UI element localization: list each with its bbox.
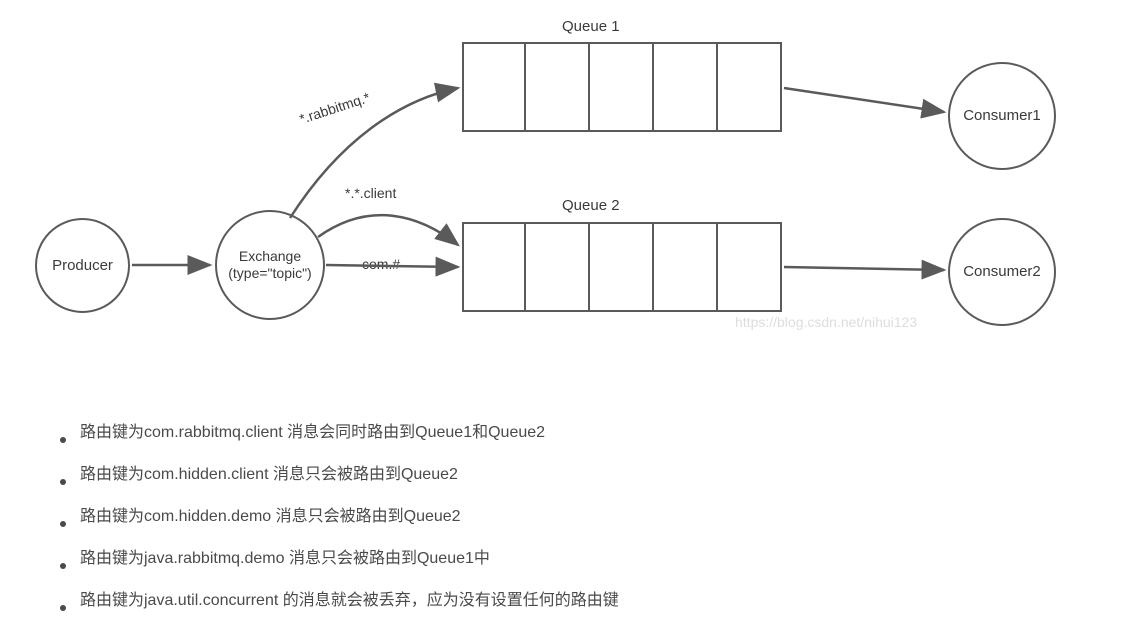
queue2-cell	[526, 222, 590, 312]
consumer2-node: Consumer2	[948, 218, 1056, 326]
queue1-box	[462, 42, 782, 132]
consumer1-node: Consumer1	[948, 62, 1056, 170]
list-item: 路由键为com.hidden.client 消息只会被路由到Queue2	[60, 460, 619, 484]
queue2-box	[462, 222, 782, 312]
list-item: 路由键为com.hidden.demo 消息只会被路由到Queue2	[60, 502, 619, 526]
queue2-cell	[462, 222, 526, 312]
queue1-label: Queue 1	[562, 18, 620, 35]
arrow-queue1-consumer1	[784, 88, 944, 112]
bullet-text: 路由键为com.hidden.client 消息只会被路由到Queue2	[80, 460, 458, 484]
queue1-cell	[590, 42, 654, 132]
routing-key-rabbitmq: *.rabbitmq.*	[297, 89, 372, 127]
queue2-cell	[718, 222, 782, 312]
producer-label: Producer	[52, 257, 113, 275]
queue2-cell	[654, 222, 718, 312]
queue2-cell	[590, 222, 654, 312]
topic-exchange-diagram: Producer Exchange (type="topic") Queue 1…	[0, 0, 1131, 400]
queue1-cell	[718, 42, 782, 132]
list-item: 路由键为java.rabbitmq.demo 消息只会被路由到Queue1中	[60, 544, 619, 568]
watermark-text: https://blog.csdn.net/nihui123	[735, 314, 917, 330]
bullet-text: 路由键为com.rabbitmq.client 消息会同时路由到Queue1和Q…	[80, 418, 545, 442]
queue1-cell	[654, 42, 718, 132]
bullet-text: 路由键为java.util.concurrent 的消息就会被丢弃，应为没有设置…	[80, 586, 619, 610]
queue1-cell	[462, 42, 526, 132]
exchange-label-line1: Exchange	[239, 248, 301, 265]
arrow-queue2-consumer2	[784, 267, 944, 270]
producer-node: Producer	[35, 218, 130, 313]
consumer2-label: Consumer2	[963, 263, 1041, 281]
routing-examples-list: 路由键为com.rabbitmq.client 消息会同时路由到Queue1和Q…	[60, 418, 619, 628]
bullet-text: 路由键为java.rabbitmq.demo 消息只会被路由到Queue1中	[80, 544, 490, 568]
arrow-exchange-queue2-client	[318, 215, 458, 245]
exchange-label-line2: (type="topic")	[228, 265, 311, 282]
exchange-node: Exchange (type="topic")	[215, 210, 325, 320]
list-item: 路由键为com.rabbitmq.client 消息会同时路由到Queue1和Q…	[60, 418, 619, 442]
bullet-icon	[60, 479, 66, 485]
bullet-icon	[60, 437, 66, 443]
list-item: 路由键为java.util.concurrent 的消息就会被丢弃，应为没有设置…	[60, 586, 619, 610]
routing-key-client: *.*.client	[345, 185, 396, 201]
bullet-icon	[60, 605, 66, 611]
bullet-icon	[60, 563, 66, 569]
queue1-cell	[526, 42, 590, 132]
routing-key-comhash: com.#	[362, 256, 400, 272]
queue2-label: Queue 2	[562, 197, 620, 214]
bullet-icon	[60, 521, 66, 527]
bullet-text: 路由键为com.hidden.demo 消息只会被路由到Queue2	[80, 502, 461, 526]
consumer1-label: Consumer1	[963, 107, 1041, 125]
